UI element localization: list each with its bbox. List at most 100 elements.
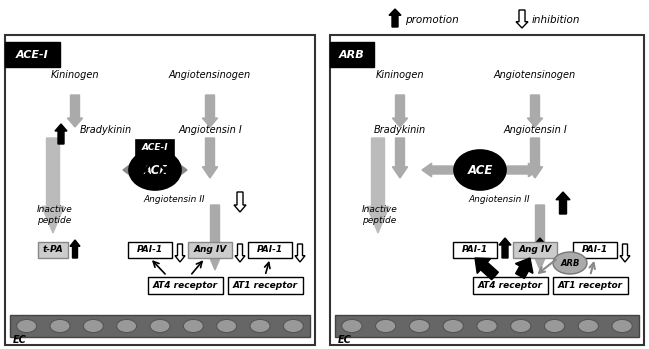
FancyArrow shape [202, 138, 217, 178]
Text: ACE: ACE [142, 163, 167, 177]
Text: Inactive
peptide: Inactive peptide [37, 205, 73, 225]
FancyArrow shape [556, 192, 570, 214]
Bar [188, 242, 232, 258]
Ellipse shape [612, 319, 632, 333]
FancyArrow shape [393, 138, 408, 178]
Bar [552, 276, 628, 294]
FancyArrow shape [534, 238, 546, 258]
Ellipse shape [454, 150, 506, 190]
Bar [147, 276, 223, 294]
Text: PAI-1: PAI-1 [137, 245, 163, 254]
Bar [453, 242, 497, 258]
Bar [335, 315, 639, 337]
Text: AT4 receptor: AT4 receptor [153, 281, 217, 290]
Ellipse shape [50, 319, 70, 333]
FancyArrow shape [55, 124, 67, 144]
Text: Bradykinin: Bradykinin [374, 125, 426, 135]
FancyArrow shape [393, 95, 408, 127]
FancyArrow shape [234, 192, 246, 212]
Text: t-PA: t-PA [43, 245, 64, 254]
FancyArrow shape [422, 163, 454, 177]
Text: Angiotensin II: Angiotensin II [143, 195, 205, 205]
FancyArrow shape [528, 138, 543, 178]
Text: ACE: ACE [467, 163, 493, 177]
FancyArrow shape [620, 244, 630, 262]
Text: Angiotensinogen: Angiotensinogen [169, 70, 251, 80]
Bar [136, 140, 174, 156]
Text: AT1 receptor: AT1 receptor [557, 281, 622, 290]
Text: PAI-1: PAI-1 [582, 245, 608, 254]
Text: Ang IV: Ang IV [519, 245, 552, 254]
Ellipse shape [250, 319, 270, 333]
Text: AT4 receptor: AT4 receptor [478, 281, 543, 290]
Text: Angiotensinogen: Angiotensinogen [494, 70, 576, 80]
Text: EC: EC [338, 335, 352, 345]
Ellipse shape [342, 319, 362, 333]
FancyArrow shape [515, 258, 533, 279]
Ellipse shape [410, 319, 430, 333]
FancyArrow shape [295, 244, 305, 262]
Ellipse shape [129, 150, 181, 190]
Bar [330, 42, 374, 67]
FancyArrow shape [202, 95, 217, 127]
Text: Kininogen: Kininogen [376, 70, 424, 80]
Ellipse shape [477, 319, 497, 333]
FancyArrow shape [175, 244, 185, 262]
Ellipse shape [511, 319, 531, 333]
Text: AT1 receptor: AT1 receptor [232, 281, 297, 290]
FancyArrow shape [67, 95, 82, 127]
Text: PAI-1: PAI-1 [462, 245, 488, 254]
FancyArrow shape [207, 205, 223, 270]
Text: ARB: ARB [339, 50, 365, 60]
FancyArrow shape [389, 9, 401, 27]
Text: Inactive
peptide: Inactive peptide [362, 205, 398, 225]
Ellipse shape [217, 319, 237, 333]
Bar [128, 242, 172, 258]
Bar [330, 35, 644, 345]
Ellipse shape [578, 319, 598, 333]
FancyArrow shape [70, 240, 80, 258]
Ellipse shape [150, 319, 170, 333]
FancyArrow shape [42, 138, 64, 233]
Ellipse shape [284, 319, 303, 333]
Text: ACE-I: ACE-I [141, 143, 168, 153]
Text: Kininogen: Kininogen [51, 70, 99, 80]
Ellipse shape [376, 319, 396, 333]
Ellipse shape [117, 319, 137, 333]
Text: EC: EC [13, 335, 27, 345]
Text: PAI-1: PAI-1 [257, 245, 283, 254]
Bar [5, 35, 315, 345]
FancyArrow shape [235, 244, 245, 262]
Text: Bradykinin: Bradykinin [80, 125, 132, 135]
Ellipse shape [17, 319, 36, 333]
Ellipse shape [83, 319, 103, 333]
Text: Ang IV: Ang IV [193, 245, 227, 254]
Bar [513, 242, 557, 258]
Text: promotion: promotion [405, 15, 459, 25]
Bar [38, 242, 68, 258]
Bar [573, 242, 617, 258]
Text: inhibition: inhibition [532, 15, 580, 25]
Bar [10, 315, 310, 337]
Ellipse shape [553, 252, 587, 274]
Bar [5, 42, 60, 67]
FancyArrow shape [532, 205, 548, 270]
FancyArrow shape [528, 95, 543, 127]
Text: Angiotensin II: Angiotensin II [469, 195, 530, 205]
Text: ARB: ARB [560, 259, 580, 267]
Ellipse shape [443, 319, 463, 333]
FancyArrow shape [506, 163, 538, 177]
Text: Angiotensin I: Angiotensin I [178, 125, 242, 135]
Bar [228, 276, 302, 294]
Text: Angiotensin I: Angiotensin I [503, 125, 567, 135]
FancyArrow shape [475, 258, 498, 280]
Bar [472, 276, 548, 294]
FancyArrow shape [157, 163, 187, 177]
Text: ACE-I: ACE-I [16, 50, 49, 60]
FancyArrow shape [367, 138, 389, 233]
Ellipse shape [183, 319, 203, 333]
FancyArrow shape [516, 10, 528, 28]
Ellipse shape [545, 319, 565, 333]
Bar [248, 242, 292, 258]
FancyArrow shape [499, 238, 511, 258]
